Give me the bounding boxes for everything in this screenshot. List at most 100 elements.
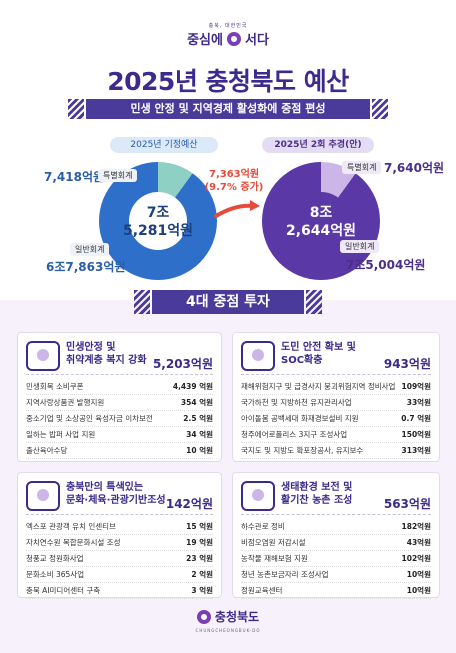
item-amount: 34 억원 [186,430,213,439]
list-item: 중소기업 및 소상공인 육성자금 이차보전 2.5 억원 [26,411,213,427]
item-amount: 10억원 [406,570,431,579]
stripe-decoration-right [372,99,388,119]
investment-card-environment: 생태환경 보전 및 활기찬 농촌 조성 563억원 하수관로 정비 182억원 비… [232,472,440,599]
investment-card-culture: 충북만의 특색있는 문화·체육·관광기반조성 142억원 엑스포 관광객 유치 … [17,472,222,599]
list-item: 하수관로 정비 182억원 [241,519,431,535]
item-amount: 23 억원 [186,554,213,563]
list-item: 정원교육센터 10억원 [241,583,431,599]
item-name: 일하는 밥퍼 사업 지원 [26,430,96,439]
list-item: 자치연수원 복합문화시설 조성 19 억원 [26,535,213,551]
revised-total-line2: 2,644억원 [285,223,357,239]
item-amount: 10억원 [406,586,431,595]
item-name: 자치연수원 복합문화시설 조성 [26,538,121,547]
list-item: 엑스포 관광객 유치 인센티브 15 억원 [26,519,213,535]
investment-card-welfare: 민생안정 및 취약계층 복지 강화 5,203억원 민생회복 소비쿠폰 4,439… [17,332,222,462]
increase-amount: 7,363억원 [208,169,260,180]
list-item: 출산육아수당 10 억원 [26,443,213,459]
list-item: 청주에어로폴리스 3지구 조성사업 150억원 [241,427,431,443]
item-name: 재해위험지구 및 급경사지 붕괴위험지역 정비사업 [241,382,396,391]
revised-special-amount: 7,640억원 [384,161,445,175]
item-name: 중소기업 및 소상공인 육성자금 이차보전 [26,414,153,423]
item-amount: 3 억원 [191,586,213,595]
item-name: 청년 농촌보금자리 조성사업 [241,570,329,579]
original-special-amount: 7,418억원 [44,170,105,184]
card-total: 142억원 [165,497,213,511]
list-item: 청풍교 정원화사업 23 억원 [26,551,213,567]
culture-icon [26,481,60,511]
card-title-line2: 문화·체육·관광기반조성 [66,495,166,506]
list-item: 청년 농촌보금자리 조성사업 10억원 [241,567,431,583]
original-total-line2: 5,281억원 [122,223,194,239]
original-general-amount: 6조7,863억원 [46,260,126,274]
subtitle-banner: 민생 안정 및 지역경제 활성화에 중점 편성 [68,99,388,119]
section-title: 4대 중점 투자 [186,294,270,310]
card-item-list: 하수관로 정비 182억원 비점오염원 저감시설 43억원 농작물 재해보험 지원 1… [241,519,431,599]
list-item: 일하는 밥퍼 사업 지원 34 억원 [26,427,213,443]
item-amount: 19 억원 [186,538,213,547]
item-name: 청주에어로폴리스 3지구 조성사업 [241,430,348,439]
card-title-line2: 취약계층 복지 강화 [66,355,147,366]
flower-icon [196,609,211,624]
card-header: 충북만의 특색있는 문화·체육·관광기반조성 142억원 [26,479,213,515]
item-amount: 2 억원 [191,570,213,579]
item-amount: 313억원 [401,446,431,455]
item-name: 비점오염원 저감시설 [241,538,306,547]
original-total-line1: 7조 [146,205,170,221]
card-title-line1: 충북만의 특색있는 [66,482,144,493]
list-item: 아이돌봄 공백세대 화재경보설비 지원 0.7 억원 [241,411,431,427]
logo-slogan-b: 서다 [244,33,269,48]
item-amount: 150억원 [401,430,431,439]
item-amount: 354 억원 [180,398,213,407]
logo-slogan-a: 중심에 [187,33,223,48]
item-amount: 43억원 [406,538,431,547]
revised-general-tag: 일반회계 [340,240,380,253]
item-name: 충북 AI미디어센터 구축 [26,586,101,595]
flower-icon [226,31,241,46]
item-amount: 109억원 [401,382,431,391]
card-title: 생태환경 보전 및 활기찬 농촌 조성 [281,481,352,507]
card-total: 943억원 [383,357,431,371]
stripe-decoration-left [68,99,84,119]
increase-annotation: 7,363억원 (9.7% 증가) [199,168,269,194]
footer-en: CHUNGCHEONGBUK-DO [195,627,261,633]
original-budget-label: 2025년 기정예산 [110,137,218,153]
item-amount: 15 억원 [186,522,213,531]
increase-arrow-icon [214,200,260,218]
item-name: 지역사랑상품권 발행지원 [26,398,105,407]
card-title-line1: 생태환경 보전 및 [281,482,353,493]
stripe-decoration-left [134,290,150,314]
list-item: 비점오염원 저감시설 43억원 [241,535,431,551]
card-title-line1: 도민 안전 확보 및 [281,342,356,353]
list-item: 국가하천 및 지방하천 유지관리사업 33억원 [241,395,431,411]
revised-budget-total: 8조 2,644억원 [262,204,380,240]
footer-logo: 충청북도 CHUNGCHEONGBUK-DO [0,608,456,633]
list-item: 충북 AI미디어센터 구축 3 억원 [26,583,213,599]
item-amount: 10 억원 [186,446,213,455]
card-total: 563억원 [383,497,431,511]
list-item: 지역사랑상품권 발행지원 354 억원 [26,395,213,411]
card-title-line2: SOC확충 [281,355,323,366]
card-item-list: 민생회복 소비쿠폰 4,439 억원 지역사랑상품권 발행지원 354 억원 중소기… [26,379,213,459]
item-name: 엑스포 관광객 유치 인센티브 [26,522,116,531]
item-amount: 2.5 억원 [183,414,213,423]
card-total: 5,203억원 [152,357,213,371]
page-title: 2025년 충청북도 예산 [107,67,349,96]
item-name: 문화소비 365사업 [26,570,85,579]
card-header: 도민 안전 확보 및 SOC확충 943억원 [241,339,431,375]
revised-special-tag: 특별회계 [342,161,382,174]
subtitle-text: 민생 안정 및 지역경제 활성화에 중점 편성 [130,102,326,115]
item-name: 국지도 및 지방도 확포장공사, 유지보수 [241,446,364,455]
stripe-decoration-right [306,290,322,314]
revised-total-line1: 8조 [309,205,333,221]
list-item: 농작물 재해보험 지원 102억원 [241,551,431,567]
card-item-list: 엑스포 관광객 유치 인센티브 15 억원 자치연수원 복합문화시설 조성 19 억… [26,519,213,599]
logo-slogan: 중심에 서다 [0,29,456,48]
revised-budget-donut [262,162,380,280]
card-header: 민생안정 및 취약계층 복지 강화 5,203억원 [26,339,213,375]
card-title-line2: 활기찬 농촌 조성 [281,495,353,506]
road-icon [241,341,275,371]
item-amount: 102억원 [401,554,431,563]
original-budget-total: 7조 5,281억원 [99,204,217,240]
section-title-banner: 4대 중점 투자 [134,290,322,314]
card-title: 충북만의 특색있는 문화·체육·관광기반조성 [66,481,166,507]
